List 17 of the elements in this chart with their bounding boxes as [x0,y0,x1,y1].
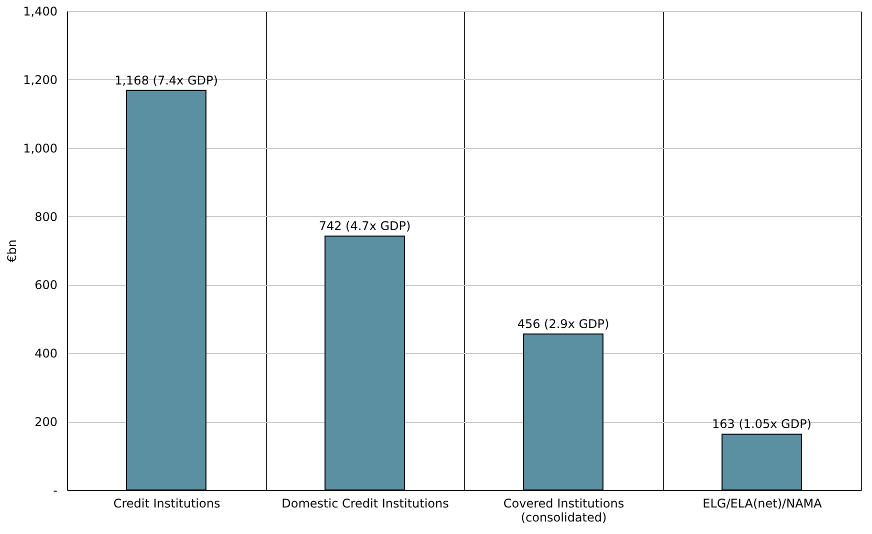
y-tick-label: 600 [34,278,58,292]
y-tick-label: 800 [34,210,58,224]
y-tick-label: 400 [34,346,58,361]
x-tick-label: Credit Institutions [113,496,220,510]
data-label: 1,168 (7.4x GDP) [114,73,218,88]
y-tick-label: 1,200 [23,72,58,87]
data-label: 742 (4.7x GDP) [318,219,411,234]
data-label: 456 (2.9x GDP) [517,316,610,331]
x-tick-label: ELG/ELA(net)/NAMA [702,496,823,510]
data-label: 163 (1.05x GDP) [712,417,812,432]
y-tick-label: - [53,484,58,498]
y-tick-label: 1,400 [23,4,58,18]
y-tick-label: 200 [34,415,58,430]
y-axis-title: €bn [5,240,20,262]
y-tick-label: 1,000 [23,141,58,156]
x-tick-label: Domestic Credit Institutions [282,496,449,510]
x-tick-label: Covered Institutions (consolidated) [503,496,624,524]
